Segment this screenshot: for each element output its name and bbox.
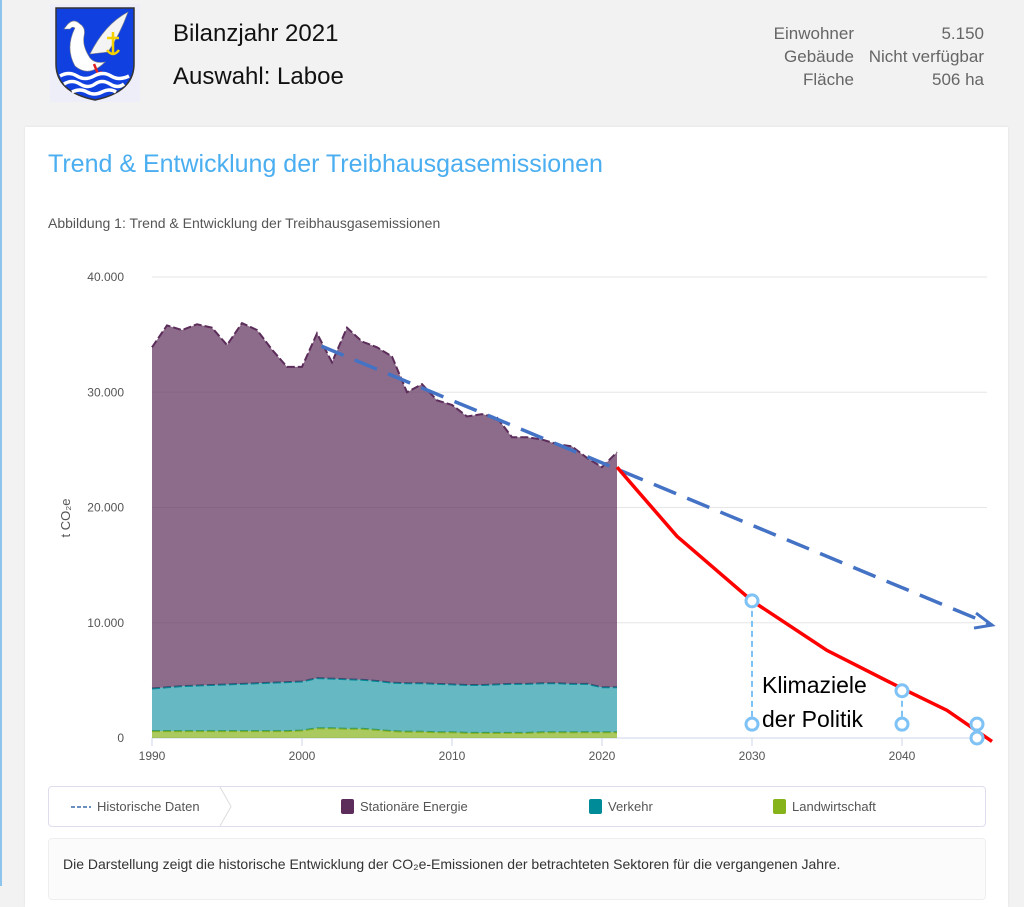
y-tick-label: 40.000 bbox=[87, 270, 124, 284]
arrow-head-icon bbox=[973, 611, 996, 630]
section-title: Trend & Entwicklung der Treibhausgasemis… bbox=[48, 150, 603, 178]
y-tick-label: 30.000 bbox=[87, 385, 124, 399]
target-curve bbox=[615, 466, 993, 743]
municipality-stats: Einwohner 5.150 Gebäude Nicht verfügbar Fl… bbox=[734, 22, 984, 91]
figure-caption: Abbildung 1: Trend & Entwicklung der Tre… bbox=[48, 215, 441, 231]
x-tick-label: 2040 bbox=[889, 749, 916, 763]
stat-row: Gebäude Nicht verfügbar bbox=[784, 47, 984, 66]
legend-historic-data[interactable]: Historische Daten bbox=[71, 799, 200, 814]
balance-year-title: Bilanzjahr 2021 bbox=[173, 20, 339, 47]
chart-description: Die Darstellung zeigt die historische En… bbox=[48, 838, 986, 900]
chevron-separator-icon bbox=[219, 787, 232, 826]
target-point bbox=[894, 683, 910, 699]
trend-arrow-line bbox=[320, 344, 993, 627]
target-point bbox=[969, 730, 985, 746]
y-tick-label: 0 bbox=[117, 731, 124, 745]
selection-title: Auswahl: Laboe bbox=[173, 63, 344, 90]
chart-legend: Historische Daten Stationäre Energie Ver… bbox=[48, 786, 986, 827]
y-axis-label: t CO₂e bbox=[58, 499, 73, 538]
annotation-label-2: der Politik bbox=[762, 706, 863, 732]
stat-row: Einwohner 5.150 bbox=[773, 24, 984, 43]
area-landwirtschaft bbox=[152, 728, 617, 738]
color-swatch bbox=[773, 799, 786, 814]
y-tick-label: 20.000 bbox=[87, 501, 124, 515]
x-tick-label: 2000 bbox=[289, 749, 316, 763]
target-point bbox=[894, 716, 910, 732]
municipality-coat-of-arms bbox=[50, 4, 140, 102]
annotation-label-1: Klimaziele bbox=[762, 672, 867, 698]
left-accent-bar bbox=[0, 0, 2, 886]
emissions-chart: 0 10.000 20.000 30.000 40.000 1990 2000 2010 202… bbox=[58, 270, 996, 763]
area-station-re-energie bbox=[152, 323, 617, 689]
dashed-line-icon bbox=[71, 805, 91, 808]
color-swatch bbox=[341, 799, 354, 814]
x-tick-label: 2020 bbox=[589, 749, 616, 763]
color-swatch bbox=[589, 799, 602, 814]
x-tick-label: 2010 bbox=[439, 749, 466, 763]
area-verkehr bbox=[152, 678, 617, 733]
series-line bbox=[151, 321, 618, 469]
legend-item-landwirtschaft[interactable]: Landwirtschaft bbox=[773, 799, 876, 814]
x-tick-label: 2030 bbox=[739, 749, 766, 763]
x-tick-label: 1990 bbox=[139, 749, 166, 763]
target-point bbox=[744, 716, 760, 732]
legend-item-verkehr[interactable]: Verkehr bbox=[589, 799, 653, 814]
y-tick-label: 10.000 bbox=[87, 616, 124, 630]
target-point bbox=[744, 593, 760, 609]
stat-row: Fläche 506 ha bbox=[802, 70, 984, 89]
legend-item-stationaere-energie[interactable]: Stationäre Energie bbox=[341, 799, 468, 814]
target-point bbox=[969, 716, 985, 732]
